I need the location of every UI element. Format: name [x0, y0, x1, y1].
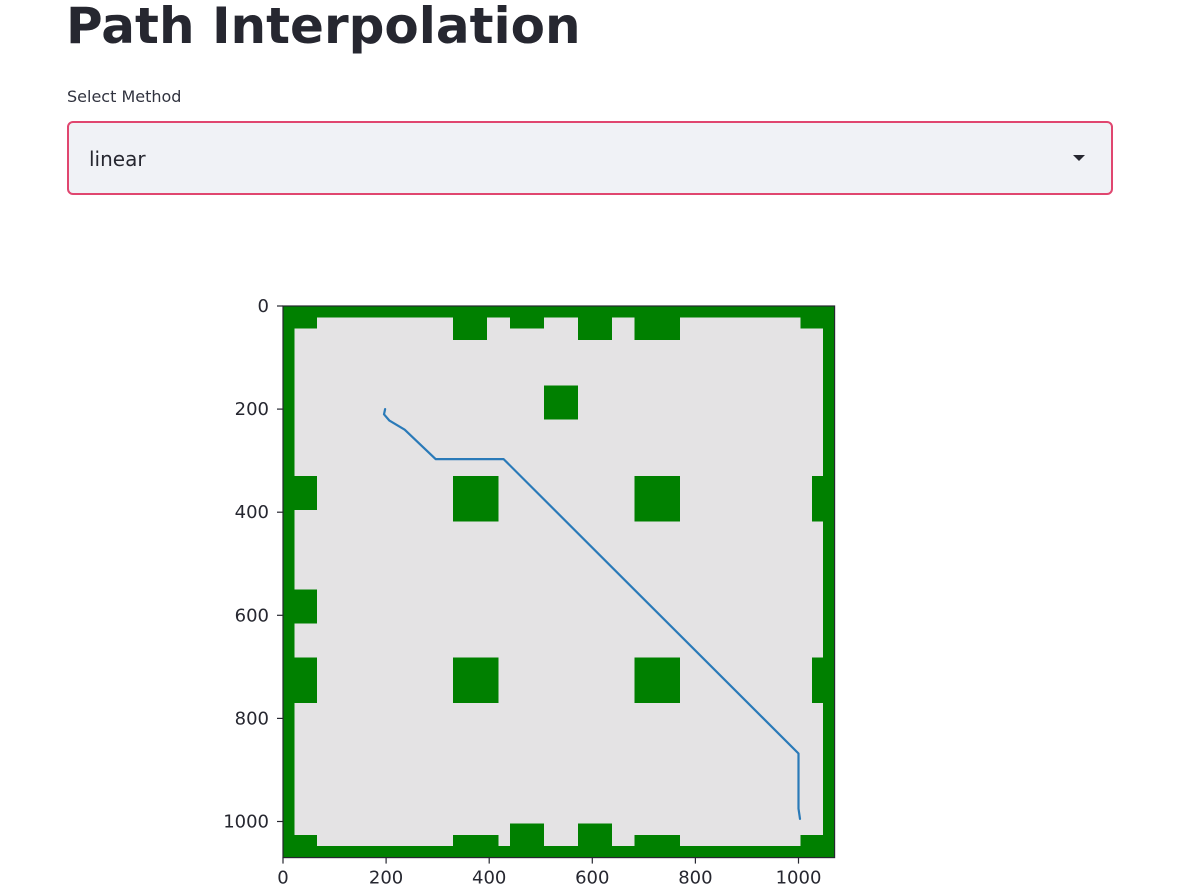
obstacle: [577, 306, 612, 341]
x-tick-label: 200: [369, 868, 403, 889]
obstacle: [577, 823, 612, 858]
obstacle: [453, 476, 499, 522]
obstacle: [634, 476, 680, 522]
x-tick-label: 1000: [776, 868, 822, 889]
obstacle: [543, 385, 578, 420]
obstacle: [811, 657, 835, 703]
obstacle: [634, 306, 680, 341]
x-tick-label: 400: [472, 868, 506, 889]
obstacle: [283, 846, 835, 858]
obstacle: [509, 823, 544, 858]
obstacle: [634, 834, 680, 858]
obstacle: [509, 306, 544, 329]
y-tick-label: 800: [235, 708, 269, 729]
obstacle: [823, 306, 835, 858]
obstacle: [283, 306, 318, 329]
axes: 0 200 400 600 800 1000 0 200 400 600 800 1000: [223, 296, 836, 889]
obstacle: [811, 476, 835, 522]
obstacle: [283, 306, 835, 318]
x-tick-label: 600: [575, 868, 609, 889]
chevron-down-icon[interactable]: [1073, 155, 1085, 161]
select-method-label: Select Method: [67, 87, 182, 106]
map-background: [283, 306, 835, 858]
obstacle: [283, 476, 318, 511]
obstacle: [283, 657, 318, 703]
method-select-value: linear: [89, 147, 146, 171]
obstacle: [634, 657, 680, 703]
plot-area: [283, 306, 835, 858]
method-select[interactable]: linear: [67, 121, 1113, 195]
obstacle: [453, 306, 488, 341]
page-title: Path Interpolation: [66, 0, 581, 55]
obstacle: [453, 834, 499, 858]
y-tick-label: 600: [235, 605, 269, 626]
y-tick-label: 400: [235, 502, 269, 523]
plot-frame: [282, 305, 836, 859]
x-tick-label: 0: [277, 868, 288, 889]
interpolated-path: [382, 408, 802, 821]
obstacle: [283, 589, 318, 624]
obstacle: [283, 306, 295, 858]
y-tick-label: 200: [235, 399, 269, 420]
obstacle: [453, 657, 499, 703]
x-tick-label: 800: [678, 868, 712, 889]
y-tick-label: 1000: [223, 812, 269, 833]
obstacle: [800, 834, 835, 858]
obstacle: [283, 834, 318, 858]
obstacle: [800, 306, 835, 329]
y-tick-label: 0: [258, 296, 269, 317]
